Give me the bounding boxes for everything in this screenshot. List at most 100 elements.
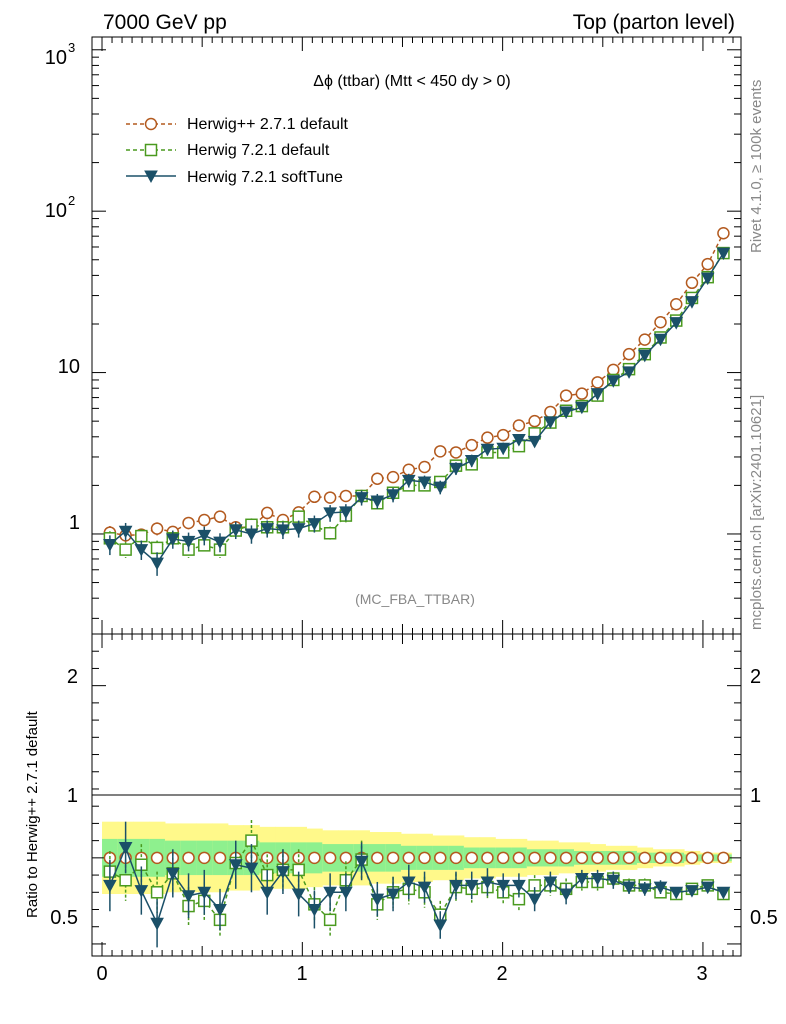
y-tick-label-100: 10 bbox=[45, 200, 67, 222]
ratio-y-tick-label-1: 1 bbox=[67, 785, 78, 807]
series-line-0 bbox=[109, 232, 725, 537]
ratio-data-point bbox=[512, 879, 526, 893]
data-point bbox=[181, 535, 196, 549]
ratio-y-tick-label-0.5: 0.5 bbox=[50, 907, 78, 929]
data-point bbox=[260, 523, 275, 536]
ratio-data-point bbox=[323, 886, 337, 900]
data-point bbox=[685, 296, 699, 309]
ratio-series-line-1 bbox=[109, 845, 724, 927]
data-point bbox=[654, 316, 667, 329]
data-point bbox=[339, 489, 353, 503]
ratio-data-point bbox=[716, 886, 731, 900]
data-point bbox=[622, 347, 636, 361]
data-point bbox=[559, 406, 573, 420]
ratio-reference-point bbox=[465, 851, 478, 865]
data-point bbox=[464, 455, 479, 468]
ratio-data-point bbox=[103, 879, 117, 893]
ratio-data-point bbox=[276, 866, 290, 879]
ratio-data-point bbox=[637, 883, 652, 896]
ratio-reference-point bbox=[685, 851, 699, 865]
ratio-data-point bbox=[401, 876, 416, 890]
ratio-uncertainty-bands bbox=[102, 821, 732, 895]
data-point bbox=[401, 474, 416, 488]
mcplots-label: mcplots.cern.ch [arXiv:2401.10621] bbox=[748, 395, 765, 630]
data-point bbox=[717, 226, 730, 240]
ratio-data-point bbox=[354, 855, 369, 869]
ratio-data-point bbox=[669, 886, 684, 900]
data-point bbox=[559, 389, 573, 402]
data-point bbox=[276, 524, 290, 537]
data-point bbox=[638, 333, 652, 346]
ratio-data-point bbox=[307, 904, 322, 917]
data-point bbox=[701, 257, 714, 271]
y-tick-label-1: 1 bbox=[69, 512, 80, 534]
data-point bbox=[386, 489, 400, 502]
ratio-data-point bbox=[386, 888, 400, 902]
ratio-reference-point bbox=[292, 851, 305, 865]
ratio-data-point bbox=[370, 893, 385, 907]
header-observable: Top (parton level) bbox=[573, 11, 735, 34]
ratio-plot-frame bbox=[91, 633, 742, 957]
ratio-data-point bbox=[197, 886, 212, 900]
data-point bbox=[669, 317, 684, 330]
data-point bbox=[371, 472, 384, 485]
ratio-reference-point bbox=[512, 851, 526, 865]
data-point bbox=[150, 557, 164, 571]
data-point bbox=[465, 438, 478, 452]
ratio-data-point bbox=[559, 888, 573, 902]
ratio-y-tick-label-2: 2 bbox=[67, 666, 78, 688]
ratio-reference-point bbox=[308, 851, 321, 865]
ratio-reference-point bbox=[496, 851, 510, 865]
data-point bbox=[606, 375, 621, 388]
data-point bbox=[260, 506, 274, 520]
ratio-data-point bbox=[543, 876, 558, 890]
data-point bbox=[637, 349, 652, 363]
ratio-reference-point bbox=[669, 851, 683, 865]
data-point bbox=[433, 481, 448, 495]
ratio-reference-point bbox=[198, 851, 211, 865]
ratio-reference-point bbox=[591, 851, 604, 865]
data-point bbox=[669, 298, 683, 311]
ratio-data-point bbox=[449, 879, 463, 893]
ratio-data-point bbox=[480, 876, 495, 890]
data-point bbox=[354, 492, 369, 505]
data-point bbox=[197, 529, 212, 543]
ratio-data-point bbox=[527, 893, 542, 907]
ratio-data-point bbox=[464, 879, 479, 893]
y-tick-exp-1000: 3 bbox=[68, 40, 75, 55]
data-point bbox=[402, 463, 416, 476]
ratio-reference-point bbox=[544, 851, 557, 865]
data-point bbox=[244, 528, 259, 542]
ratio-y-tick-label-0.5-right: 0.5 bbox=[750, 907, 778, 929]
ratio-data-point bbox=[260, 886, 275, 900]
ratio-data-point bbox=[417, 881, 432, 895]
ratio-data-point bbox=[590, 873, 605, 886]
data-point bbox=[150, 522, 164, 535]
data-point bbox=[135, 529, 148, 543]
header-collision: 7000 GeV pp bbox=[103, 11, 227, 34]
data-point bbox=[575, 401, 589, 415]
data-point bbox=[228, 524, 243, 537]
data-point bbox=[386, 470, 400, 484]
data-point bbox=[528, 414, 541, 428]
data-point bbox=[434, 445, 447, 458]
ratio-data-point bbox=[118, 842, 133, 855]
data-point bbox=[370, 495, 385, 509]
data-point bbox=[653, 333, 668, 347]
x-tick-label-2: 2 bbox=[496, 963, 507, 985]
data-point bbox=[103, 539, 117, 552]
data-point bbox=[607, 363, 620, 377]
ratio-data-point bbox=[119, 873, 132, 887]
ratio-data-point bbox=[244, 862, 259, 876]
ratio-reference-point bbox=[575, 851, 589, 865]
ratio-reference-point bbox=[528, 851, 541, 865]
ratio-reference-point bbox=[481, 851, 494, 865]
ratio-reference-point bbox=[559, 851, 573, 865]
data-point bbox=[449, 462, 463, 476]
data-point bbox=[119, 543, 132, 556]
ratio-data-point bbox=[606, 874, 621, 888]
legend: Herwig++ 2.7.1 default Herwig 7.2.1 defa… bbox=[126, 116, 349, 186]
ratio-reference-point bbox=[638, 851, 652, 865]
ratio-reference-point bbox=[449, 851, 463, 865]
rivet-label: Rivet 4.1.0, ≥ 100k events bbox=[748, 80, 765, 253]
